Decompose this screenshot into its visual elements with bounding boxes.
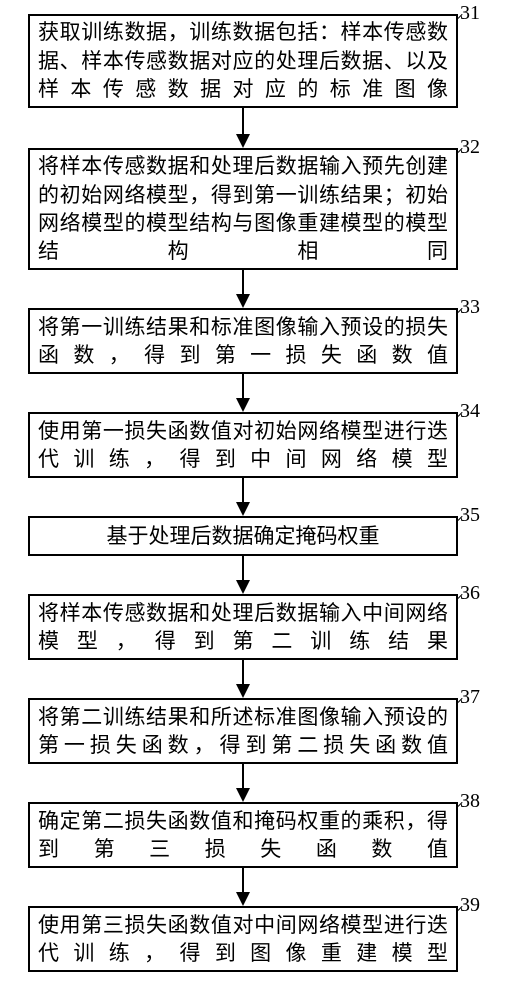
flow-node-n36: 将样本传感数据和处理后数据输入中间网络模型，得到第二训练结果 <box>28 594 458 660</box>
flow-node-text: 将第一训练结果和标准图像输入预设的损失函数，得到第一损失函数值 <box>38 313 448 370</box>
flow-node-text: 确定第二损失函数值和掩码权重的乘积，得到第三损失函数值 <box>38 807 448 864</box>
flow-node-n31: 获取训练数据，训练数据包括：样本传感数据、样本传感数据对应的处理后数据、以及样本… <box>28 14 458 108</box>
flow-node-text: 获取训练数据，训练数据包括：样本传感数据、样本传感数据对应的处理后数据、以及样本… <box>38 18 448 103</box>
flow-node-text: 使用第一损失函数值对初始网络模型进行迭代训练，得到中间网络模型 <box>38 417 448 474</box>
flow-node-label-n35: 35 <box>460 504 480 527</box>
flow-node-label-n31: 31 <box>460 2 480 25</box>
flow-node-label-n39: 39 <box>460 894 480 917</box>
flow-node-label-n36: 36 <box>460 582 480 605</box>
arrow-head-icon <box>236 398 250 412</box>
flow-node-text: 使用第三损失函数值对中间网络模型进行迭代训练，得到图像重建模型 <box>38 911 448 968</box>
flow-node-label-n34: 34 <box>460 400 480 423</box>
flow-node-label-n38: 38 <box>460 790 480 813</box>
flow-node-label-n32: 32 <box>460 136 480 159</box>
flow-node-label-n37: 37 <box>460 686 480 709</box>
arrow-line <box>242 868 244 892</box>
flow-node-text: 将样本传感数据和处理后数据输入预先创建的初始网络模型，得到第一训练结果；初始网络… <box>38 152 448 265</box>
flow-node-n39: 使用第三损失函数值对中间网络模型进行迭代训练，得到图像重建模型 <box>28 906 458 972</box>
arrow-head-icon <box>236 502 250 516</box>
arrow-head-icon <box>236 892 250 906</box>
flow-node-text: 将第二训练结果和所述标准图像输入预设的第一损失函数，得到第二损失函数值 <box>38 703 448 760</box>
arrow-head-icon <box>236 134 250 148</box>
arrow-head-icon <box>236 684 250 698</box>
flow-node-n38: 确定第二损失函数值和掩码权重的乘积，得到第三损失函数值 <box>28 802 458 868</box>
arrow-line <box>242 556 244 580</box>
arrow-line <box>242 660 244 684</box>
arrow-line <box>242 374 244 398</box>
arrow-line <box>242 108 244 134</box>
flowchart-canvas: 获取训练数据，训练数据包括：样本传感数据、样本传感数据对应的处理后数据、以及样本… <box>0 0 519 1000</box>
arrow-head-icon <box>236 788 250 802</box>
flow-node-n34: 使用第一损失函数值对初始网络模型进行迭代训练，得到中间网络模型 <box>28 412 458 478</box>
arrow-head-icon <box>236 294 250 308</box>
flow-node-text: 基于处理后数据确定掩码权重 <box>60 522 426 550</box>
flow-node-text: 将样本传感数据和处理后数据输入中间网络模型，得到第二训练结果 <box>38 599 448 656</box>
flow-node-label-n33: 33 <box>460 296 480 319</box>
flow-node-n32: 将样本传感数据和处理后数据输入预先创建的初始网络模型，得到第一训练结果；初始网络… <box>28 148 458 270</box>
arrow-line <box>242 764 244 788</box>
flow-node-n35: 基于处理后数据确定掩码权重 <box>28 516 458 556</box>
arrow-head-icon <box>236 580 250 594</box>
flow-node-n33: 将第一训练结果和标准图像输入预设的损失函数，得到第一损失函数值 <box>28 308 458 374</box>
arrow-line <box>242 478 244 502</box>
arrow-line <box>242 270 244 294</box>
flow-node-n37: 将第二训练结果和所述标准图像输入预设的第一损失函数，得到第二损失函数值 <box>28 698 458 764</box>
